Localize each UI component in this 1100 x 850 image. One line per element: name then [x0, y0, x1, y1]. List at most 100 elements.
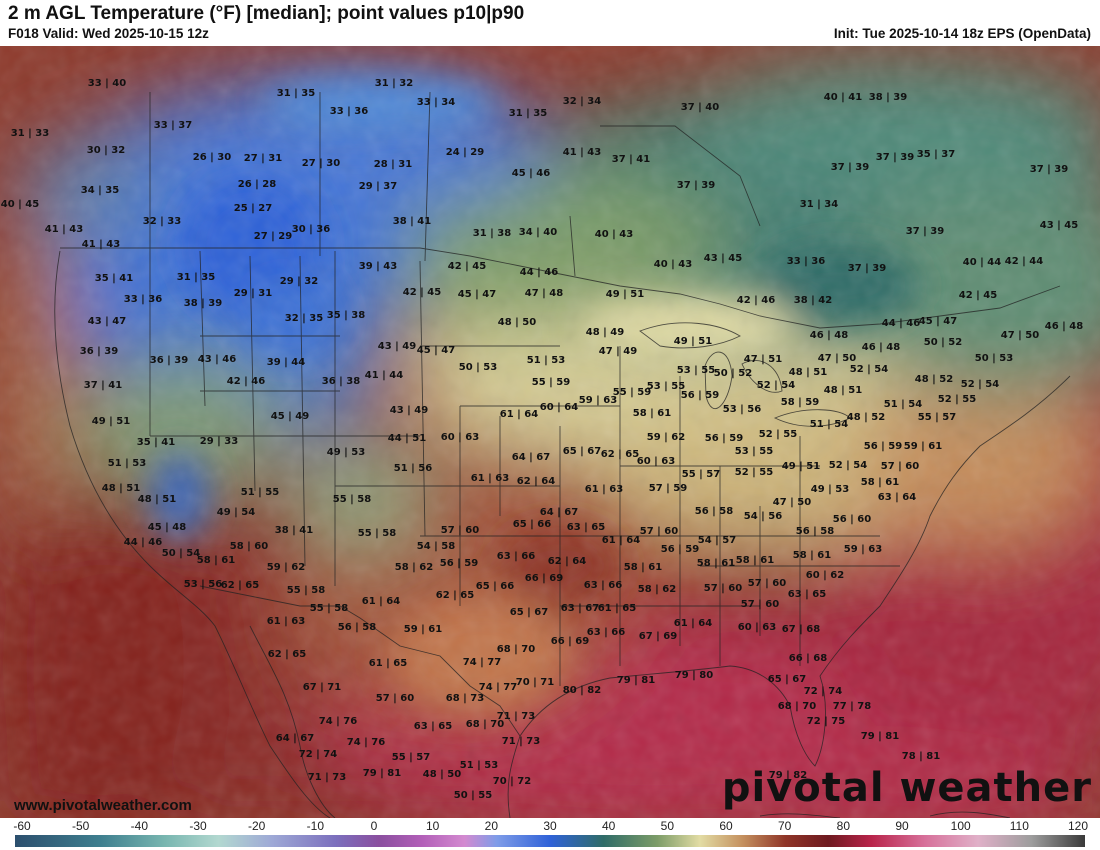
point-value: 33 | 40 [88, 78, 126, 89]
point-value: 66 | 68 [789, 653, 827, 664]
point-value: 61 | 65 [369, 658, 407, 669]
point-value: 52 | 54 [961, 379, 999, 390]
point-value: 59 | 61 [904, 441, 942, 452]
point-value: 29 | 37 [359, 181, 397, 192]
point-value: 39 | 44 [267, 357, 305, 368]
point-value: 72 | 75 [807, 716, 845, 727]
point-value: 33 | 34 [417, 97, 455, 108]
point-value: 37 | 39 [906, 226, 944, 237]
point-value: 63 | 65 [567, 522, 605, 533]
point-value: 47 | 49 [599, 346, 637, 357]
point-value: 48 | 52 [915, 374, 953, 385]
colorbar-tick: 10 [425, 819, 440, 833]
point-value: 53 | 55 [735, 446, 773, 457]
point-value: 79 | 81 [363, 768, 401, 779]
point-value: 54 | 58 [417, 541, 455, 552]
point-value: 57 | 59 [649, 483, 687, 494]
colorbar-tick: 30 [543, 819, 557, 833]
point-value: 49 | 53 [811, 484, 849, 495]
point-value: 26 | 28 [238, 179, 276, 190]
pivotal-weather-logo: pivotal weather [721, 765, 1092, 811]
point-value: 38 | 41 [393, 216, 431, 227]
point-value: 57 | 60 [748, 578, 786, 589]
point-value: 27 | 29 [254, 231, 292, 242]
point-value: 44 | 46 [520, 267, 558, 278]
point-value: 52 | 55 [759, 429, 797, 440]
borders [54, 91, 1071, 818]
point-value: 58 | 61 [793, 550, 831, 561]
point-value: 57 | 60 [441, 525, 479, 536]
point-value: 52 | 54 [829, 460, 867, 471]
point-value: 31 | 34 [800, 199, 838, 210]
point-value: 51 | 53 [460, 760, 498, 771]
point-value: 43 | 45 [704, 253, 742, 264]
point-value: 30 | 32 [87, 145, 125, 156]
point-value: 59 | 62 [647, 432, 685, 443]
point-value: 79 | 81 [861, 731, 899, 742]
point-value: 63 | 66 [584, 580, 622, 591]
point-value: 79 | 80 [675, 670, 713, 681]
point-value: 40 | 43 [595, 229, 633, 240]
point-value: 71 | 73 [502, 736, 540, 747]
point-value: 65 | 66 [513, 519, 551, 530]
point-value: 61 | 63 [471, 473, 509, 484]
point-value: 61 | 64 [674, 618, 712, 629]
point-value: 45 | 47 [919, 316, 957, 327]
temperature-map: 33 | 40 31 | 35 31 | 32 33 | 34 32 | 34 37 | … [0, 46, 1100, 818]
point-value: 48 | 52 [847, 412, 885, 423]
point-value: 45 | 49 [271, 411, 309, 422]
point-value: 31 | 32 [375, 78, 413, 89]
point-value: 66 | 69 [525, 573, 563, 584]
point-value: 60 | 64 [540, 402, 578, 413]
point-value: 55 | 58 [310, 603, 348, 614]
point-value: 48 | 50 [423, 769, 461, 780]
point-value: 60 | 63 [441, 432, 479, 443]
point-value: 48 | 49 [586, 327, 624, 338]
point-value: 80 | 82 [563, 685, 601, 696]
point-value: 56 | 59 [864, 441, 902, 452]
point-value: 50 | 52 [714, 368, 752, 379]
colorbar-tick: -40 [130, 819, 148, 833]
point-value: 24 | 29 [446, 147, 484, 158]
colorbar-tick: -10 [306, 819, 324, 833]
point-value: 57 | 60 [704, 583, 742, 594]
point-value: 53 | 56 [723, 404, 761, 415]
point-value: 37 | 40 [681, 102, 719, 113]
point-value: 68 | 70 [778, 701, 816, 712]
point-value: 29 | 31 [234, 288, 272, 299]
point-value: 49 | 51 [606, 289, 644, 300]
point-value: 67 | 68 [782, 624, 820, 635]
website-url[interactable]: www.pivotalweather.com [14, 797, 192, 814]
point-value: 59 | 62 [267, 562, 305, 573]
point-value: 31 | 35 [277, 88, 315, 99]
point-value: 57 | 60 [741, 599, 779, 610]
point-value: 37 | 39 [876, 152, 914, 163]
point-value: 61 | 63 [585, 484, 623, 495]
point-value: 66 | 69 [551, 636, 589, 647]
point-value: 63 | 65 [414, 721, 452, 732]
point-value: 51 | 53 [108, 458, 146, 469]
point-value: 67 | 71 [303, 682, 341, 693]
point-value: 35 | 37 [917, 149, 955, 160]
point-value: 53 | 56 [184, 579, 222, 590]
temperature-field [0, 46, 1100, 818]
point-value: 40 | 44 [963, 257, 1001, 268]
point-value: 38 | 39 [869, 92, 907, 103]
point-value: 42 | 45 [448, 261, 486, 272]
point-value: 49 | 54 [217, 507, 255, 518]
point-value: 59 | 63 [844, 544, 882, 555]
point-value: 63 | 66 [497, 551, 535, 562]
colorbar-tick: 80 [836, 819, 851, 833]
colorbar-tick: 90 [895, 819, 909, 833]
point-value: 56 | 59 [705, 433, 743, 444]
point-value: 41 | 43 [563, 147, 601, 158]
colorbar-gradient [15, 835, 1085, 847]
point-value: 55 | 57 [392, 752, 430, 763]
point-value: 61 | 65 [598, 603, 636, 614]
point-value: 39 | 43 [359, 261, 397, 272]
point-value: 56 | 59 [681, 390, 719, 401]
point-value: 61 | 63 [267, 616, 305, 627]
point-value: 47 | 48 [525, 288, 563, 299]
colorbar-tick: -60 [13, 819, 31, 833]
point-value: 28 | 31 [374, 159, 412, 170]
